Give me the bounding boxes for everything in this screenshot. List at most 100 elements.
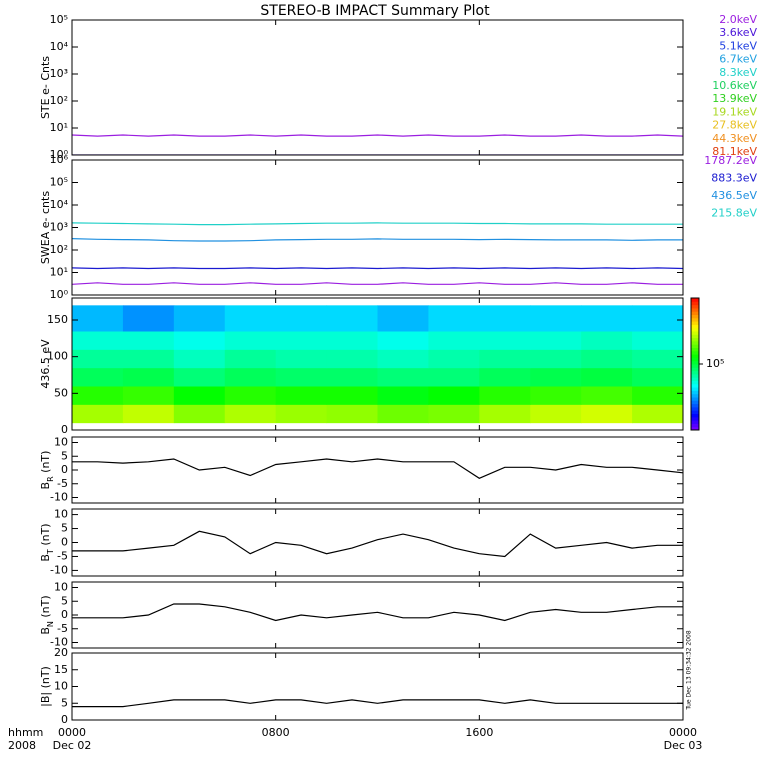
series-line [72, 282, 683, 285]
x-tick-label: 1600 [465, 726, 493, 739]
y-tick-label: -5 [57, 477, 68, 490]
y-tick-label: 10² [50, 243, 68, 256]
legend-entry: 883.3eV [711, 172, 757, 185]
y-axis-label: STE e- Cnts [39, 56, 52, 119]
legend-entry: 2.0keV [719, 13, 757, 26]
year-label: 2008 [8, 739, 36, 752]
y-tick-label: -10 [50, 636, 68, 649]
series-line [72, 222, 683, 226]
heat-cell [632, 367, 684, 387]
heat-cell [224, 367, 277, 387]
heat-cell [632, 386, 684, 405]
heat-cell [224, 404, 277, 424]
heat-cell [377, 386, 429, 405]
colorbar-step [691, 390, 699, 395]
panel-frame [71, 508, 684, 577]
colorbar-step [691, 311, 699, 315]
colorbar-step [691, 387, 699, 391]
heat-cell [72, 367, 124, 387]
legend-entry: 215.8eV [711, 207, 757, 220]
y-tick-label: 5 [61, 594, 68, 607]
y-tick-label: 5 [61, 449, 68, 462]
heat-cell [530, 349, 582, 369]
y-axis-label: 436.5 eV [39, 339, 52, 389]
heat-cell [530, 331, 582, 350]
heat-cell [122, 331, 175, 350]
heat-cell [530, 305, 582, 332]
colorbar-step [691, 334, 699, 339]
heat-cell [275, 305, 328, 332]
y-tick-label: 10⁴ [50, 40, 69, 53]
colorbar-step [691, 331, 699, 335]
colorbar-step [691, 416, 699, 421]
y-tick-label: -10 [50, 491, 68, 504]
colorbar-step [691, 321, 699, 325]
heat-cell [377, 331, 429, 350]
y-label-unit: (nT) [39, 523, 52, 549]
heat-cell [275, 349, 328, 369]
panel-frame [71, 436, 684, 504]
heat-cell [632, 331, 684, 350]
y-tick-label: 0 [61, 608, 68, 621]
panel-frame [71, 159, 684, 296]
panel-frame [71, 581, 684, 649]
y-tick-label: 10⁶ [50, 153, 69, 166]
y-tick-label: 10¹ [50, 121, 68, 134]
heat-cell [632, 349, 684, 369]
heat-cell [326, 386, 378, 405]
heat-cell [581, 349, 633, 369]
heat-cell [122, 367, 175, 387]
heat-cell [479, 331, 531, 350]
y-tick-label: 0 [61, 423, 68, 436]
heat-cell [122, 386, 175, 405]
colorbar-step [691, 301, 699, 306]
colorbar-step [691, 383, 699, 388]
heat-cell [479, 386, 531, 405]
heat-cell [581, 386, 633, 405]
heat-cell [173, 331, 226, 350]
panel-frame [71, 297, 684, 431]
heat-cell [581, 367, 633, 387]
colorbar-step [691, 350, 699, 355]
y-tick-label: 10 [54, 581, 68, 594]
colorbar-tick-label: 10⁵ [706, 357, 724, 370]
y-axis-label: BN (nT) [39, 595, 55, 634]
colorbar-step [691, 397, 699, 401]
colorbar-step [691, 380, 699, 385]
y-tick-label: 150 [47, 313, 68, 326]
colorbar-step [691, 413, 699, 418]
y-tick-label: 10⁰ [50, 148, 69, 161]
date-label: Dec 02 [53, 739, 92, 752]
plot-title: STEREO-B IMPACT Summary Plot [260, 3, 490, 19]
y-label-sub: T [46, 549, 55, 555]
y-tick-label: 10⁵ [50, 13, 68, 26]
y-tick-label: 0 [61, 463, 68, 476]
legend-entry: 436.5eV [711, 189, 757, 202]
series-line [72, 603, 683, 622]
colorbar-step [691, 410, 699, 414]
colorbar-step [691, 317, 699, 322]
colorbar-step [691, 370, 699, 375]
y-label-main: B [39, 627, 52, 635]
colorbar-step [691, 354, 699, 358]
heat-cell [224, 331, 277, 350]
heat-cell [72, 331, 124, 350]
x-tick-label: 0000 [58, 726, 86, 739]
y-tick-label: 10² [50, 94, 68, 107]
heat-cell [428, 386, 480, 405]
colorbar-step [691, 360, 699, 365]
colorbar-step [691, 298, 699, 302]
y-axis-label: BT (nT) [39, 523, 55, 561]
timestamp: Tue Dec 13 09:34:32 2008 [686, 630, 693, 711]
colorbar-step [691, 324, 699, 329]
date-label: Dec 03 [664, 739, 703, 752]
heat-cell [275, 404, 328, 424]
heat-cell [122, 404, 175, 424]
y-tick-label: 10³ [50, 221, 68, 234]
y-tick-label: -5 [57, 622, 68, 635]
series-line [72, 267, 683, 270]
y-label-main: B [39, 482, 52, 490]
legend-entry: 10.6keV [712, 79, 757, 92]
legend-entry: 13.9keV [712, 92, 757, 105]
heat-cell [122, 305, 175, 332]
